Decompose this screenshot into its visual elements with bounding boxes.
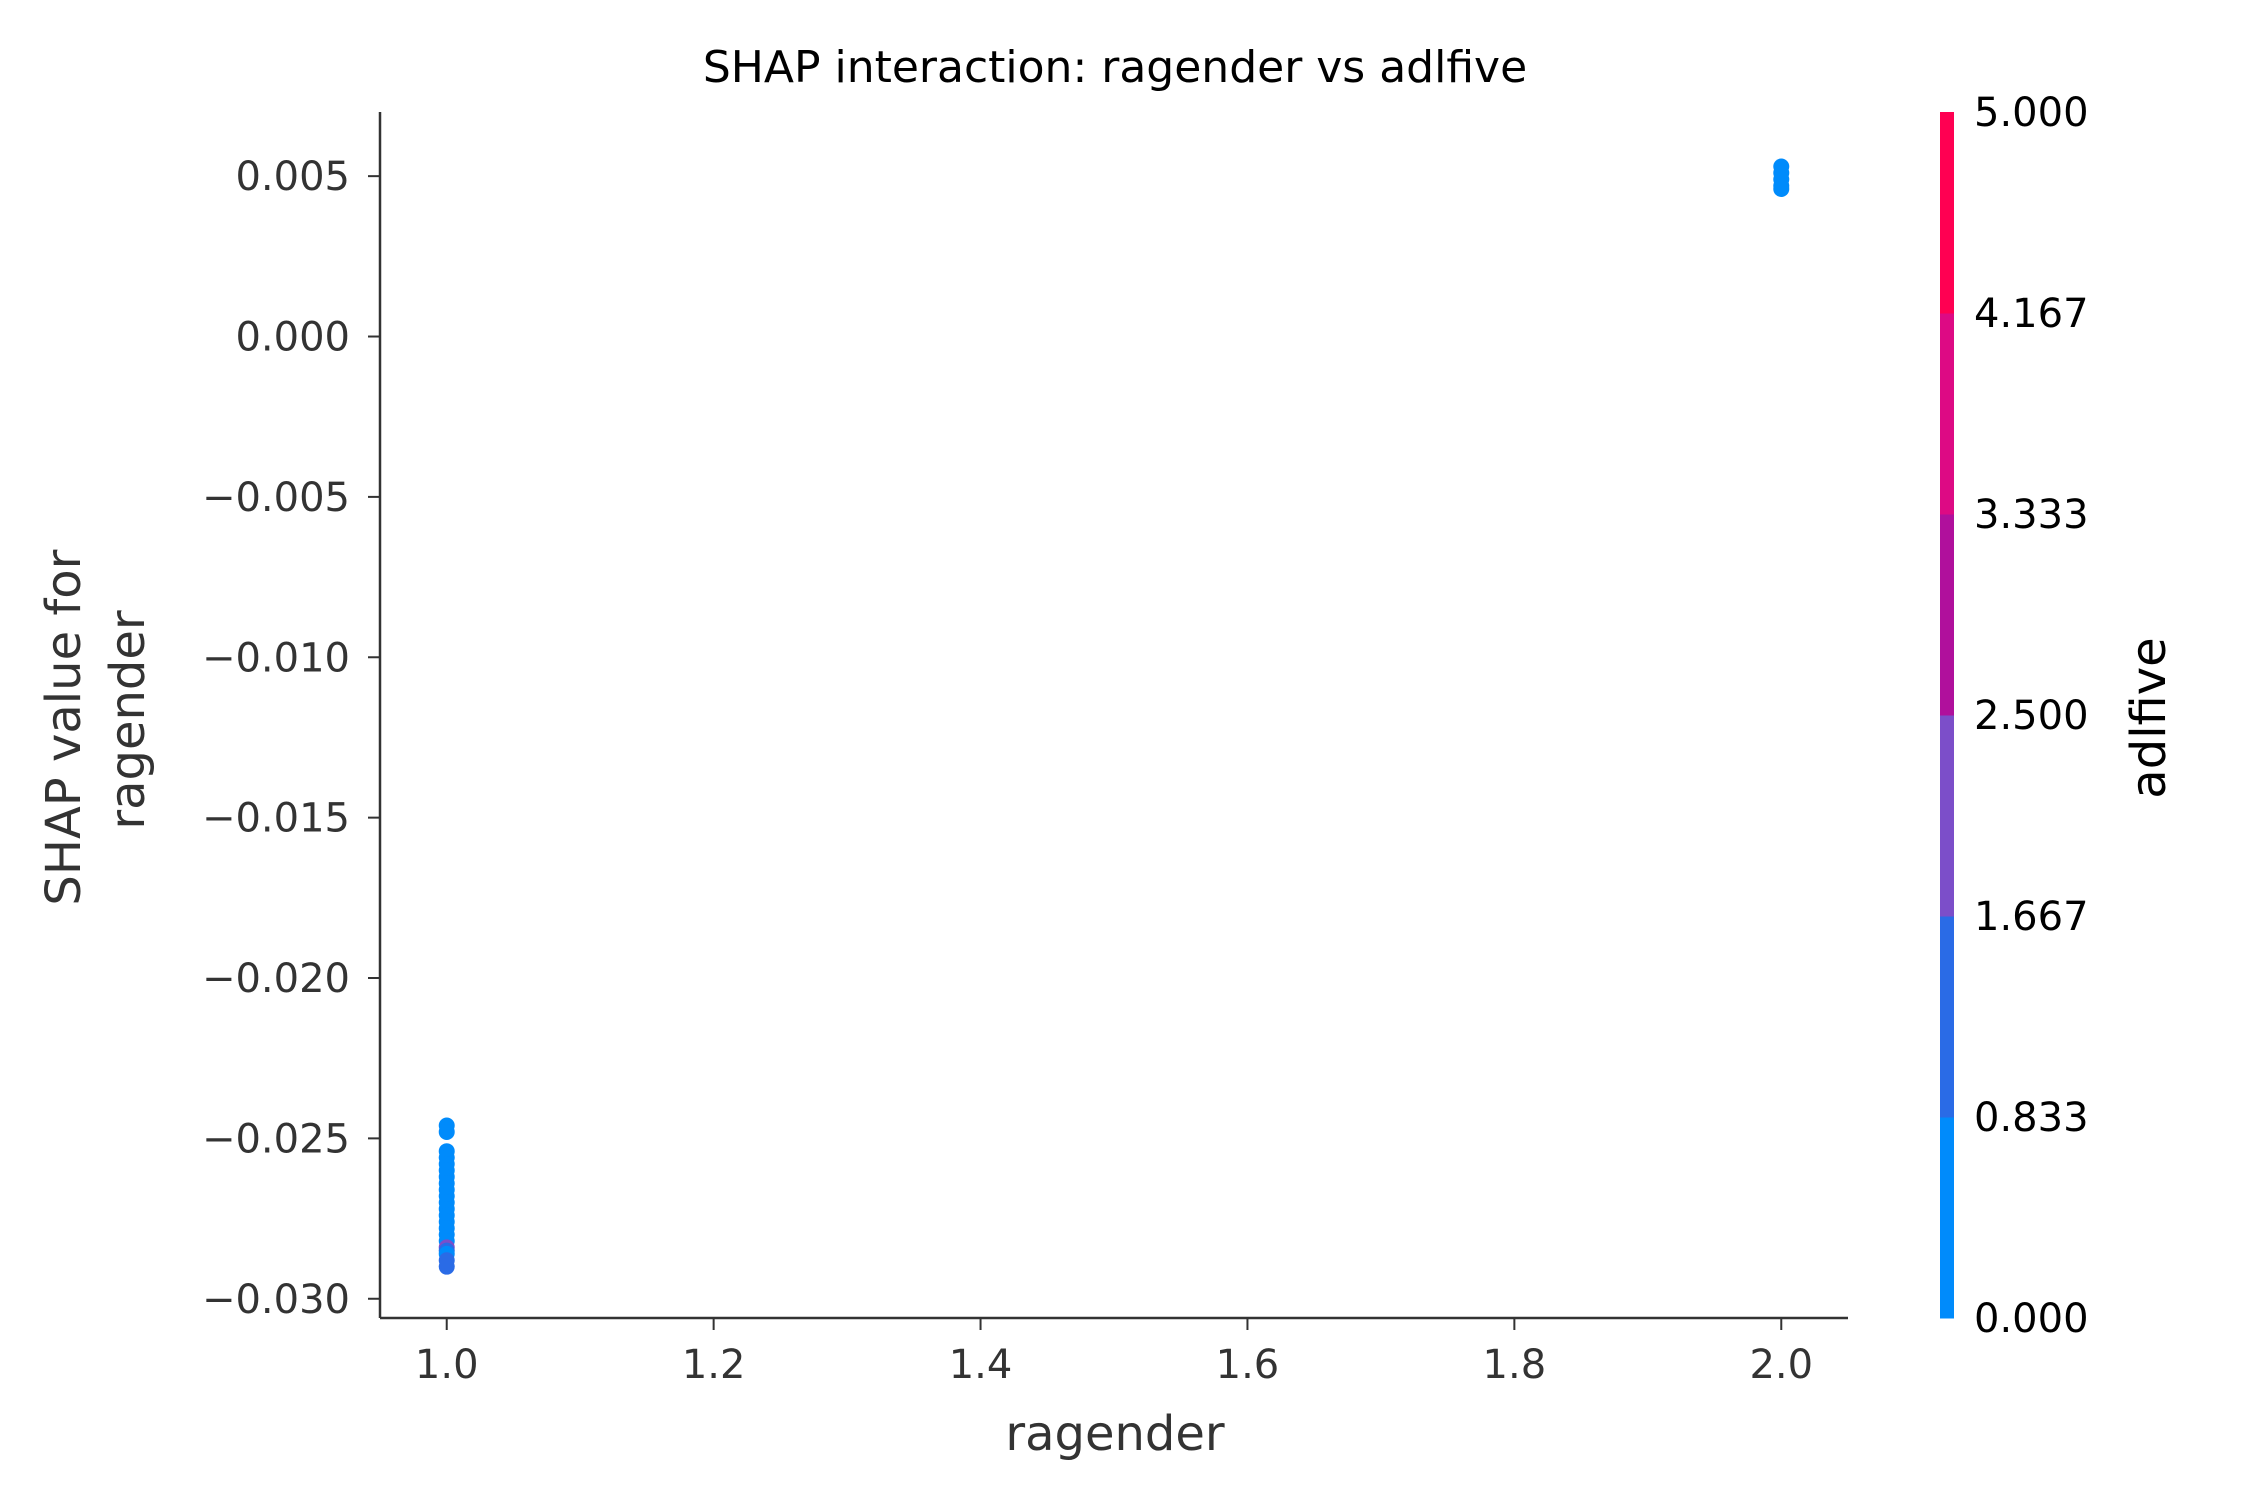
y-tick-label: −0.010 (202, 635, 350, 681)
colorbar-segment (1940, 313, 1954, 515)
colorbar-tick-label: 1.667 (1974, 894, 2089, 940)
colorbar-segment (1940, 916, 1954, 1118)
y-axis-label: SHAP value for ragender (36, 534, 156, 905)
colorbar-tick-label: 5.000 (1974, 90, 2089, 136)
scatter-point (1773, 180, 1790, 197)
y-tick-label: −0.030 (202, 1277, 350, 1323)
colorbar-segment (1940, 514, 1954, 716)
colorbar-segment (1940, 112, 1954, 314)
x-axis-label: ragender (1005, 1406, 1225, 1462)
x-tick-label: 1.6 (1216, 1342, 1280, 1388)
y-tick-label: −0.005 (202, 475, 350, 521)
y-tick-label: −0.025 (202, 1116, 350, 1162)
x-tick-label: 2.0 (1749, 1342, 1813, 1388)
colorbar-label: adlfive (2121, 637, 2177, 798)
x-tick-label: 1.0 (415, 1342, 479, 1388)
colorbar: 0.000 0.833 1.667 2.500 3.333 4.167 5.000 (1940, 90, 2089, 1342)
y-tick-label: −0.020 (202, 956, 350, 1002)
colorbar-tick-label: 0.000 (1974, 1296, 2089, 1342)
y-axis-label-line-1: SHAP value for (36, 549, 92, 905)
colorbar-tick-label: 3.333 (1974, 492, 2089, 538)
colorbar-tick-label: 4.167 (1974, 291, 2089, 337)
x-tick-label: 1.4 (949, 1342, 1013, 1388)
colorbar-tick-label: 0.833 (1974, 1095, 2089, 1141)
y-tick-label: 0.000 (235, 315, 350, 361)
chart-title: SHAP interaction: ragender vs adlfive (703, 42, 1527, 93)
y-tick-label: 0.005 (235, 154, 350, 200)
scatter-point (438, 1258, 455, 1275)
colorbar-segment (1940, 715, 1954, 917)
y-tick-label: −0.015 (202, 796, 350, 842)
x-tick-label: 1.8 (1483, 1342, 1547, 1388)
x-axis: 1.0 1.2 1.4 1.6 1.8 2.0 (380, 1316, 1848, 1388)
plot-area (438, 158, 1790, 1275)
y-axis-label-line-2: ragender (100, 610, 156, 830)
y-axis: 0.005 0.000 −0.005 −0.010 −0.015 −0.020 −0.025… (202, 112, 382, 1323)
x-tick-label: 1.2 (682, 1342, 746, 1388)
colorbar-segment (1940, 1117, 1954, 1319)
scatter-point (438, 1123, 455, 1140)
colorbar-tick-label: 2.500 (1974, 693, 2089, 739)
